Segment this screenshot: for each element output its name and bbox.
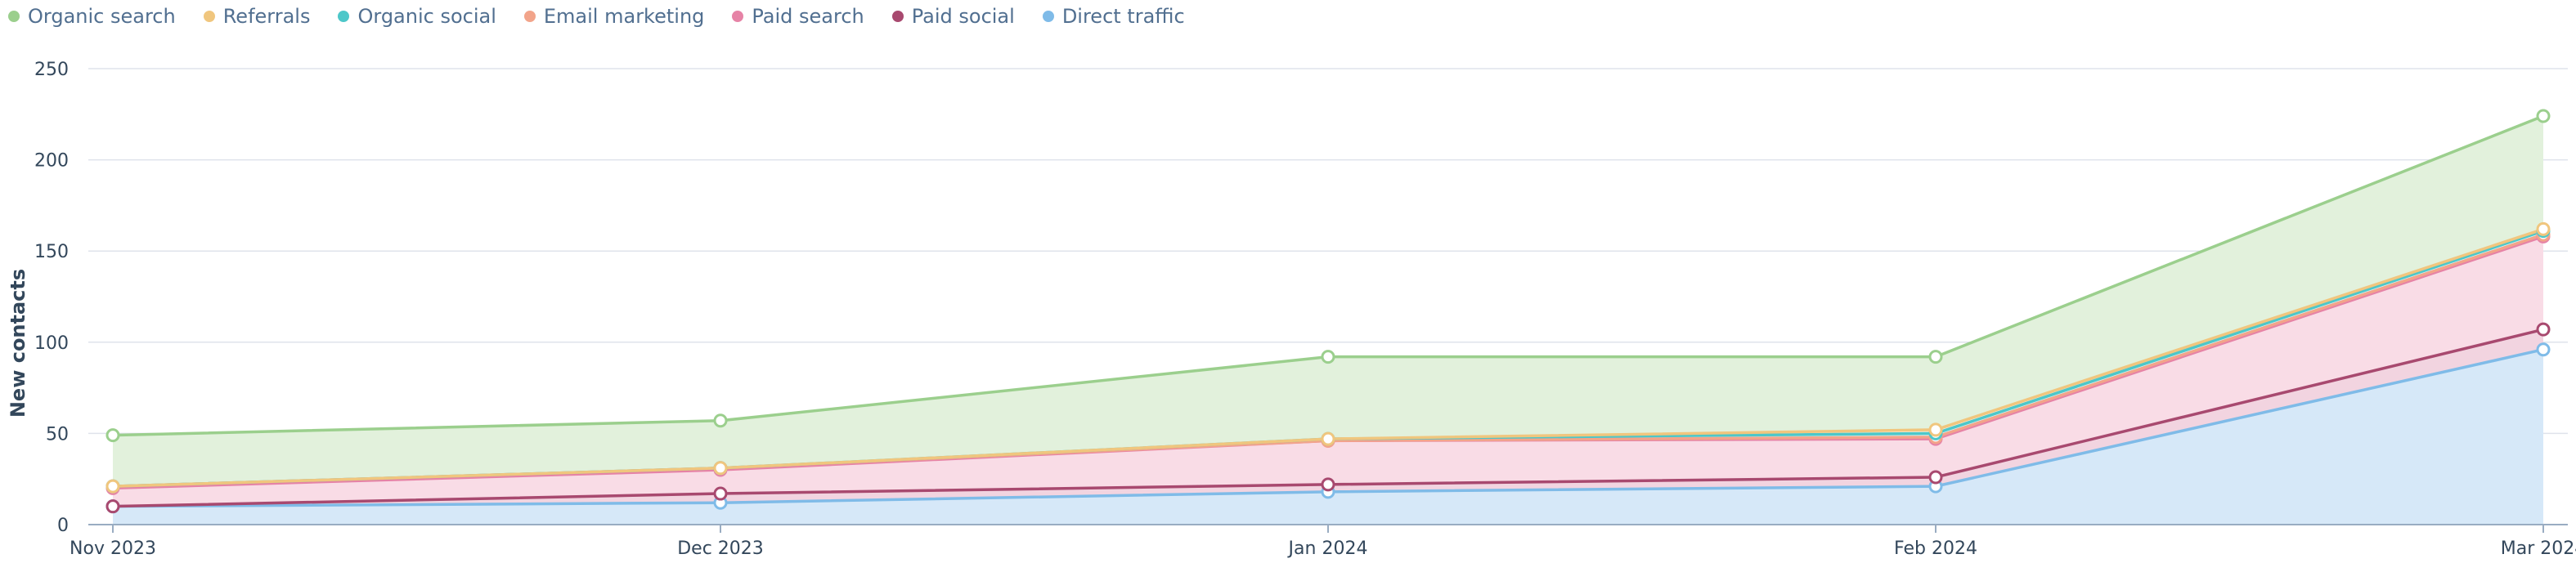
y-tick-label: 150 bbox=[34, 242, 69, 262]
chart-legend: Organic search Referrals Organic social … bbox=[8, 3, 1185, 29]
point-referrals bbox=[1928, 422, 1943, 437]
x-tick-label: Feb 2024 bbox=[1894, 538, 1977, 559]
x-tick-label: Nov 2023 bbox=[70, 538, 156, 559]
point-paid-social bbox=[1321, 477, 1335, 492]
x-tick-label: Mar 2024 bbox=[2501, 538, 2576, 559]
legend-item-paid-social[interactable]: Paid social bbox=[891, 5, 1015, 28]
legend-swatch-icon bbox=[338, 11, 350, 22]
legend-swatch-icon bbox=[891, 11, 904, 22]
point-organic-search bbox=[713, 413, 728, 428]
point-paid-social bbox=[2536, 322, 2551, 337]
y-tick-label: 200 bbox=[34, 151, 69, 172]
point-organic-search bbox=[2536, 109, 2551, 123]
point-paid-social bbox=[105, 499, 120, 514]
area-fills bbox=[113, 116, 2543, 525]
legend-label: Email marketing bbox=[543, 5, 705, 28]
legend-item-direct-traffic[interactable]: Direct traffic bbox=[1042, 5, 1185, 28]
point-paid-social bbox=[1928, 470, 1943, 485]
legend-label: Referrals bbox=[222, 5, 311, 28]
y-tick-label: 100 bbox=[34, 333, 69, 354]
y-tick-label: 50 bbox=[46, 424, 69, 445]
legend-item-referrals[interactable]: Referrals bbox=[203, 5, 311, 28]
legend-item-paid-search[interactable]: Paid search bbox=[732, 5, 864, 28]
legend-label: Organic social bbox=[357, 5, 496, 28]
y-tick-label: 250 bbox=[34, 60, 69, 80]
point-organic-search bbox=[105, 428, 120, 443]
legend-label: Paid search bbox=[752, 5, 864, 28]
legend-label: Organic search bbox=[28, 5, 176, 28]
point-paid-social bbox=[713, 486, 728, 501]
legend-label: Paid social bbox=[911, 5, 1015, 28]
y-tick-label: 0 bbox=[57, 516, 69, 536]
legend-swatch-icon bbox=[523, 11, 536, 22]
point-organic-search bbox=[1321, 350, 1335, 364]
point-referrals bbox=[2536, 221, 2551, 236]
legend-label: Direct traffic bbox=[1061, 5, 1185, 28]
point-organic-search bbox=[1928, 350, 1943, 364]
legend-swatch-icon bbox=[8, 11, 20, 22]
legend-swatch-icon bbox=[732, 11, 744, 22]
legend-item-email-marketing[interactable]: Email marketing bbox=[523, 5, 705, 28]
legend-item-organic-search[interactable]: Organic search bbox=[8, 5, 176, 28]
point-referrals bbox=[105, 479, 120, 494]
point-referrals bbox=[1321, 431, 1335, 446]
legend-swatch-icon bbox=[203, 11, 215, 22]
x-tick-label: Jan 2024 bbox=[1287, 538, 1368, 559]
point-direct-traffic bbox=[2536, 342, 2551, 357]
x-tick-label: Dec 2023 bbox=[677, 538, 764, 559]
y-axis-label: New contacts bbox=[7, 269, 29, 418]
data-points bbox=[105, 109, 2551, 514]
legend-item-organic-social[interactable]: Organic social bbox=[338, 5, 496, 28]
point-referrals bbox=[713, 461, 728, 476]
area-direct-traffic bbox=[113, 349, 2543, 525]
legend-swatch-icon bbox=[1042, 11, 1054, 22]
axes: 0 50 100 150 200 250 Nov 2023 Dec 2023 Jan 2024 F… bbox=[34, 60, 2576, 559]
area-organic-search bbox=[113, 116, 2543, 487]
